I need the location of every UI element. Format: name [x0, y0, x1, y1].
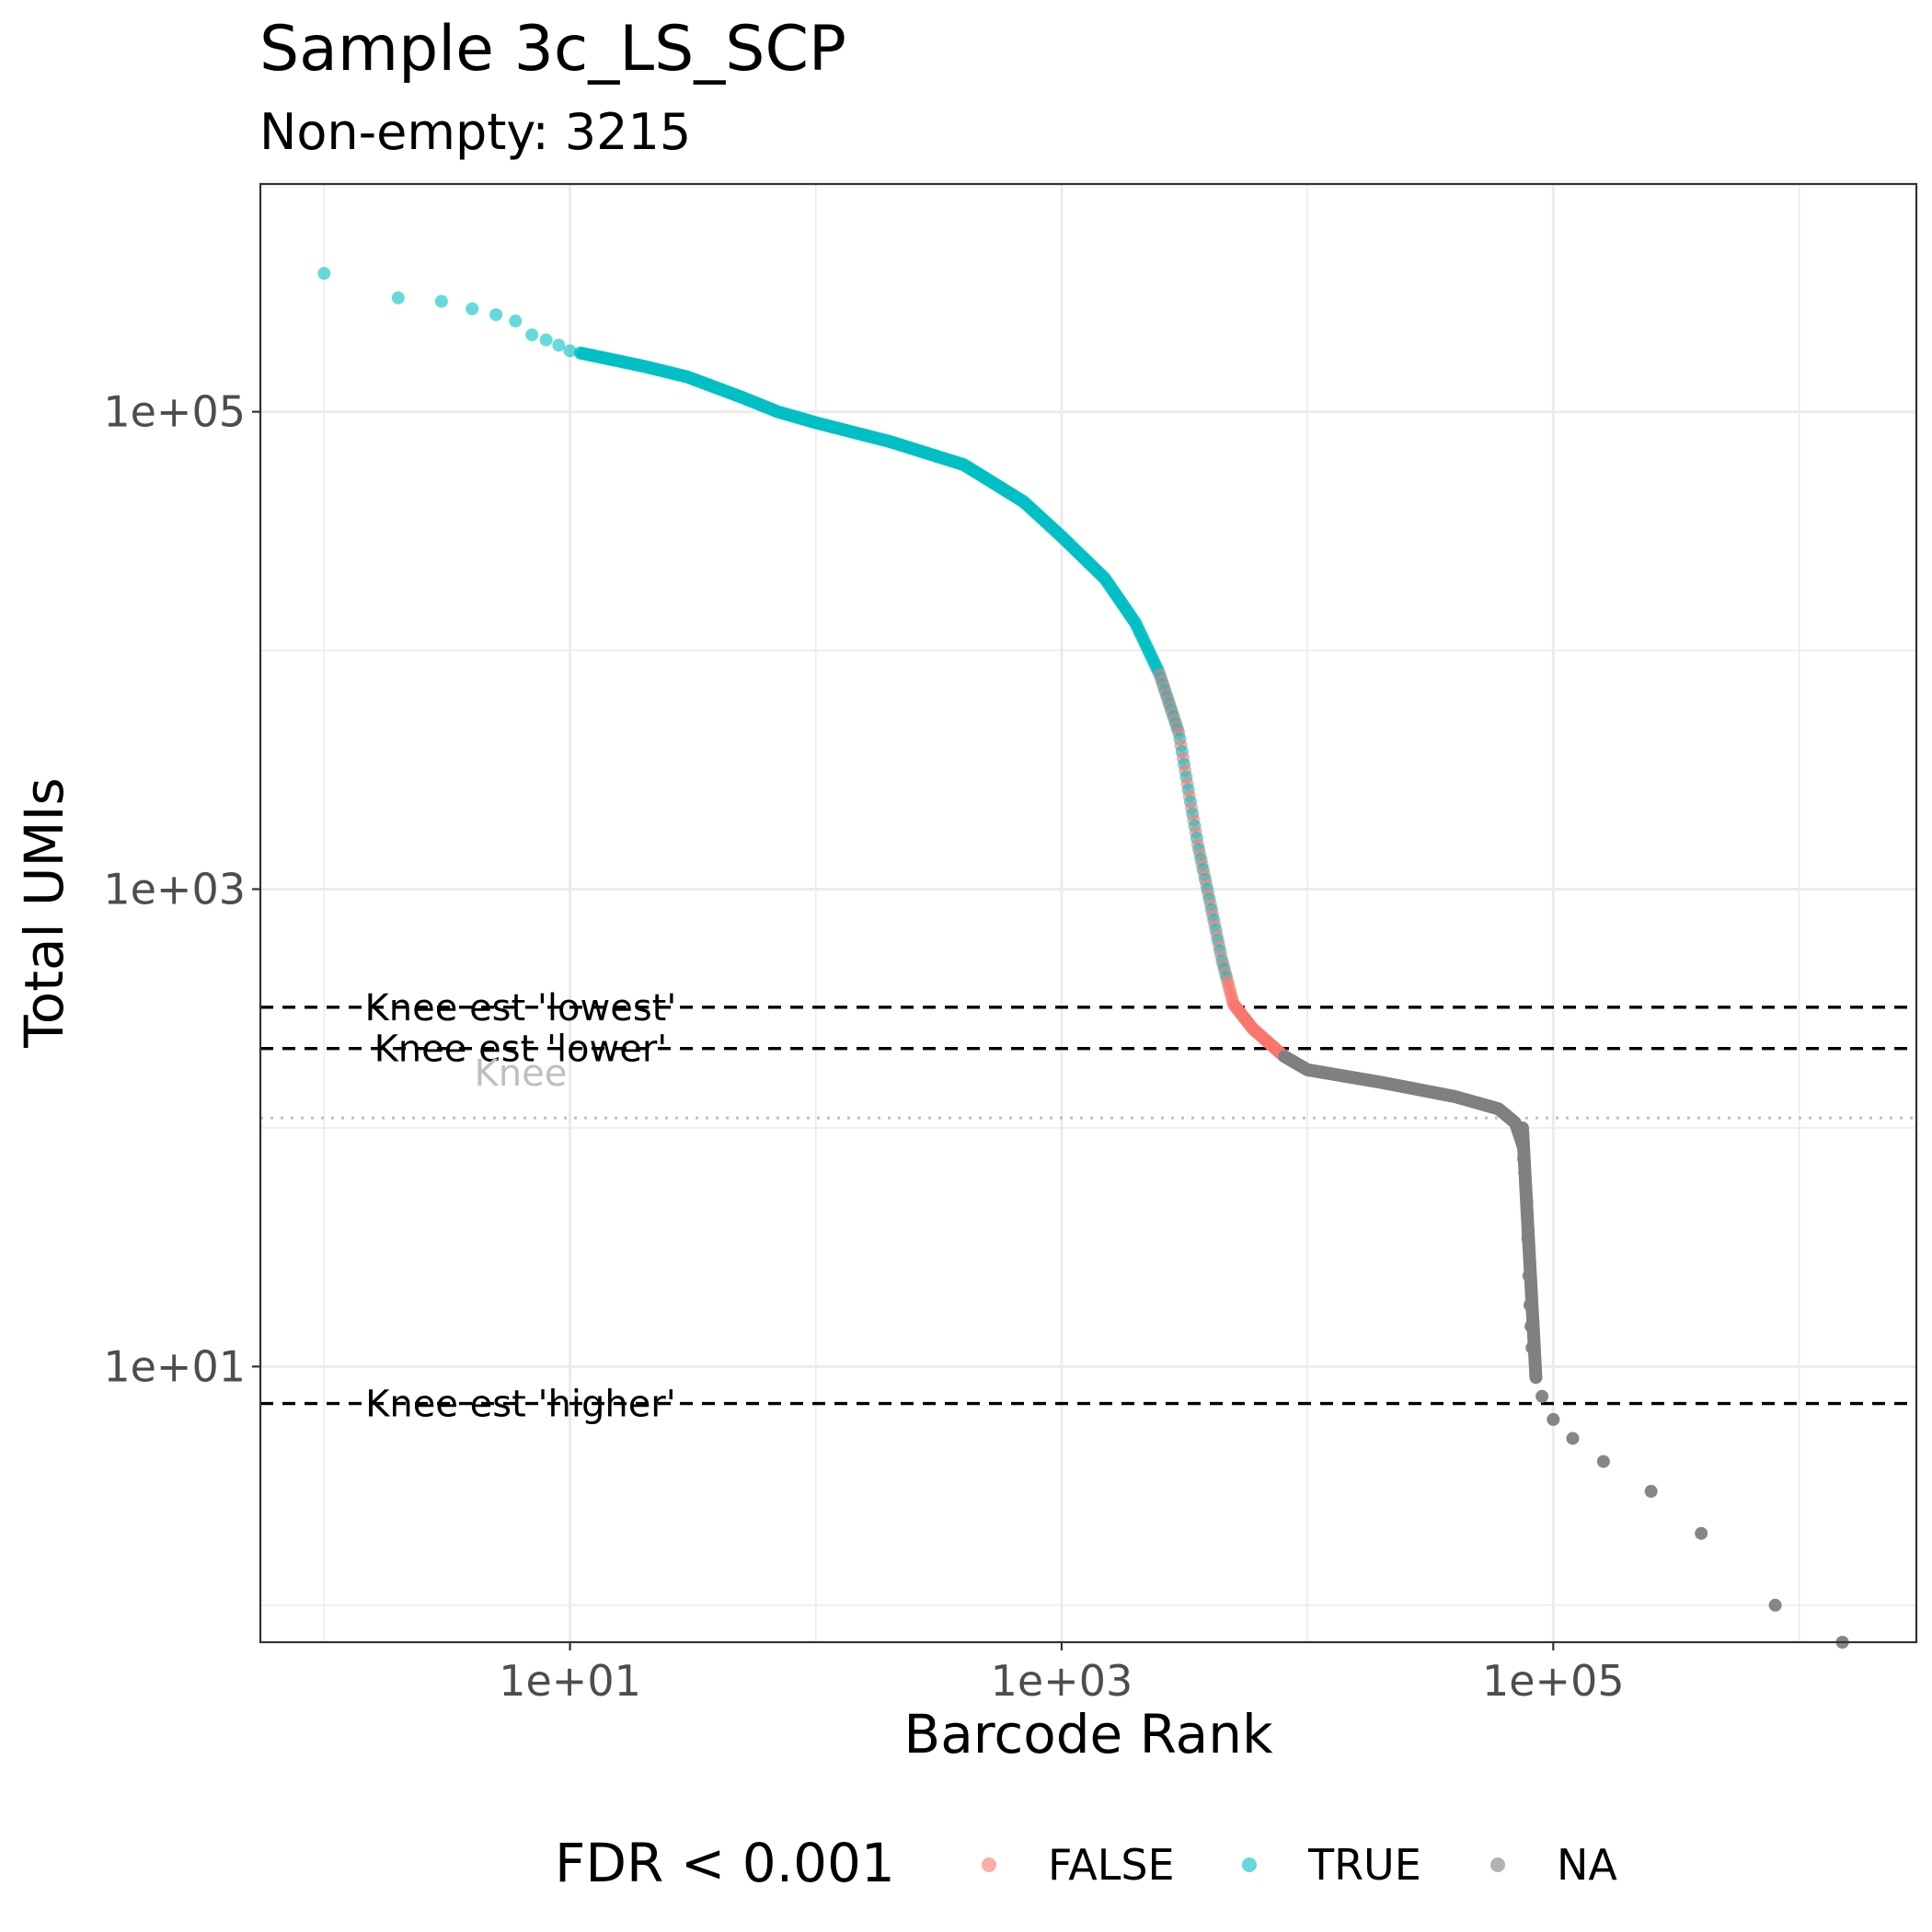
- grid-lines: [260, 184, 1916, 1642]
- data-point: [1529, 1371, 1543, 1385]
- axes: 1e+01 1e+03 1e+05 1e+01 1e+03 1e+05: [103, 387, 1624, 1706]
- data-point: [1644, 1485, 1658, 1499]
- reference-lines: [260, 1006, 1916, 1406]
- data-point: [1695, 1526, 1708, 1540]
- legend-title: FDR < 0.001: [555, 1832, 895, 1894]
- data-points: [317, 267, 1849, 1649]
- data-point: [1596, 1455, 1610, 1468]
- x-axis-title: Barcode Rank: [903, 1703, 1273, 1765]
- chart-subtitle: Non-empty: 3215: [259, 103, 691, 161]
- data-point: [317, 267, 331, 281]
- reference-labels: Knee est 'lowest'Knee est 'lower'Knee Kne…: [365, 987, 677, 1426]
- data-point: [1547, 1412, 1560, 1426]
- data-point: [563, 344, 577, 358]
- data-point: [1566, 1432, 1580, 1445]
- legend-key-na: [1490, 1857, 1505, 1872]
- data-point: [1768, 1598, 1782, 1612]
- y-axis-title: Total UMIs: [13, 777, 75, 1049]
- data-point: [539, 333, 553, 347]
- data-point: [552, 339, 566, 352]
- plot-panel: [259, 182, 1918, 1644]
- legend-key-false: [982, 1857, 996, 1872]
- legend-label-true: TRUE: [1307, 1840, 1421, 1890]
- data-point: [509, 314, 523, 328]
- legend-label-false: FALSE: [1048, 1840, 1175, 1890]
- y-tick-label: 1e+03: [103, 864, 246, 914]
- legend: FDR < 0.001 FALSE TRUE NA: [555, 1832, 1617, 1894]
- legend-label-na: NA: [1557, 1840, 1617, 1890]
- data-point: [434, 294, 448, 308]
- data-point: [489, 308, 503, 322]
- x-tick-label: 1e+05: [1482, 1656, 1625, 1706]
- x-tick-label: 1e+01: [499, 1656, 641, 1706]
- reference-line-label: Knee est 'lowest': [365, 987, 677, 1029]
- chart-title: Sample 3c_LS_SCP: [259, 13, 846, 86]
- data-point: [466, 302, 479, 316]
- reference-line-label: Knee est 'lower': [374, 1029, 668, 1071]
- y-tick-label: 1e+05: [103, 387, 246, 437]
- data-point: [391, 291, 405, 305]
- reference-line-label: Knee: [475, 1052, 568, 1095]
- reference-line-label: Knee est 'higher': [365, 1384, 676, 1426]
- y-tick-label: 1e+01: [103, 1341, 246, 1391]
- data-point: [525, 328, 539, 341]
- x-tick-label: 1e+03: [991, 1656, 1133, 1706]
- data-point: [1535, 1389, 1549, 1403]
- legend-key-true: [1242, 1857, 1257, 1872]
